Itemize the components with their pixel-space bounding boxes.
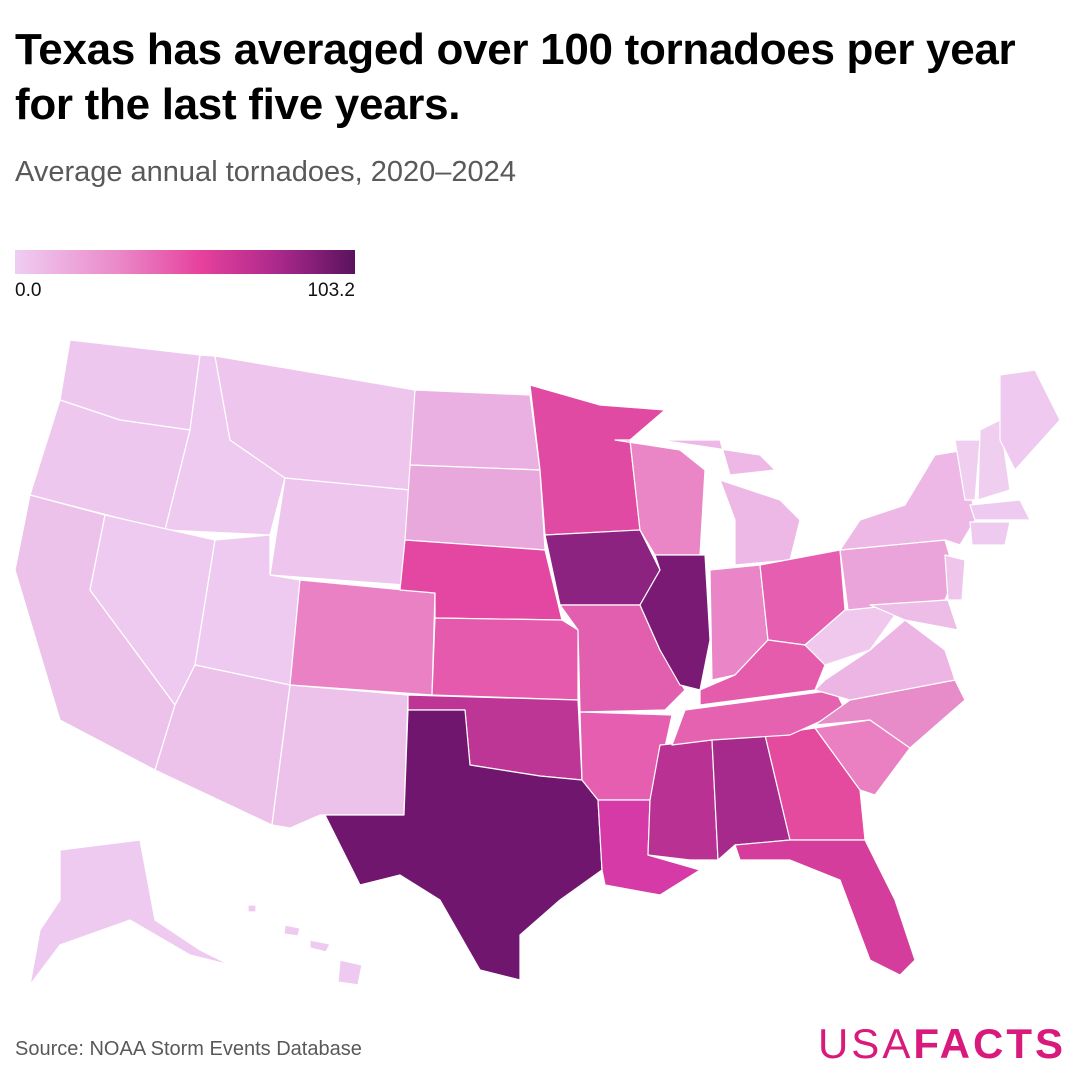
legend-gradient-bar [15, 250, 355, 274]
logo-part-usa: USA [817, 1020, 914, 1067]
state-massachusetts[interactable] [969, 499, 1031, 521]
state-vermont[interactable] [954, 439, 981, 501]
state-new-york[interactable] [839, 449, 976, 551]
state-texas[interactable] [324, 709, 603, 981]
color-legend: 0.0 103.2 [15, 250, 355, 304]
state-hawaii[interactable] [247, 904, 363, 986]
state-iowa[interactable] [544, 529, 661, 606]
us-choropleth-map [14, 339, 1061, 986]
state-north-dakota[interactable] [409, 389, 541, 471]
chart-subtitle: Average annual tornadoes, 2020–2024 [15, 156, 516, 188]
state-new-mexico[interactable] [271, 684, 409, 829]
state-new-jersey[interactable] [944, 554, 966, 601]
state-delaware-maryland[interactable] [869, 599, 959, 631]
state-south-dakota[interactable] [404, 464, 546, 551]
state-kansas[interactable] [431, 617, 579, 701]
state-illinois[interactable] [639, 554, 711, 691]
state-wyoming[interactable] [269, 477, 411, 586]
state-arizona[interactable] [154, 664, 291, 826]
source-note: Source: NOAA Storm Events Database [15, 1038, 362, 1060]
state-pennsylvania[interactable] [839, 539, 956, 611]
legend-min-label: 0.0 [15, 280, 42, 301]
state-georgia[interactable] [764, 727, 866, 841]
state-colorado[interactable] [289, 579, 436, 696]
logo-part-facts: FACTS [913, 1020, 1066, 1067]
legend-max-label: 103.2 [307, 280, 355, 301]
usafacts-logo: USAFACTS [818, 1020, 1066, 1068]
state-virginia[interactable] [814, 619, 956, 701]
state-maine[interactable] [999, 369, 1061, 471]
state-florida[interactable] [734, 839, 916, 976]
chart-title: Texas has averaged over 100 tornadoes pe… [15, 25, 1016, 129]
state-connecticut-ri[interactable] [969, 521, 1011, 546]
state-alaska[interactable] [29, 839, 231, 986]
state-mississippi[interactable] [647, 739, 719, 861]
